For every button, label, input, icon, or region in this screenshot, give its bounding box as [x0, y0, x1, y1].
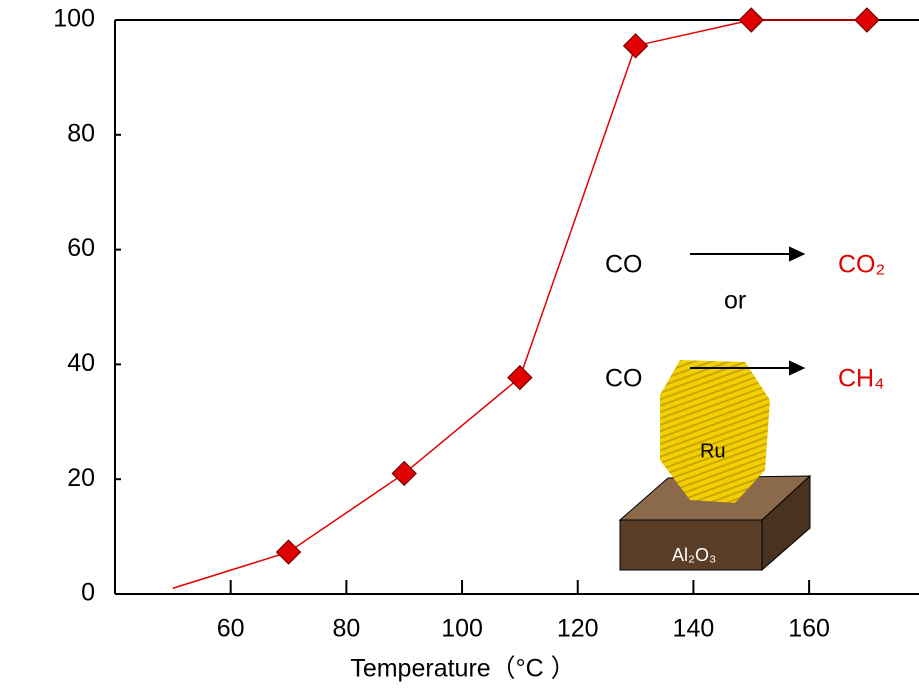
annotation: CO — [605, 251, 643, 279]
y-tick-label: 100 — [53, 5, 95, 33]
data-point — [855, 8, 879, 32]
data-point — [392, 461, 416, 485]
y-tick-label: 60 — [67, 234, 95, 262]
data-point — [508, 366, 532, 390]
data-point — [739, 8, 763, 32]
y-tick-label: 80 — [67, 119, 95, 147]
y-tick-label: 40 — [67, 349, 95, 377]
x-tick-label: 140 — [673, 615, 715, 643]
y-tick-label: 0 — [81, 579, 95, 607]
annotation: Al₂O₃ — [672, 545, 716, 565]
ru-particle — [660, 360, 770, 503]
x-axis-label: Temperature（°C ） — [350, 655, 575, 683]
x-tick-label: 120 — [557, 615, 599, 643]
x-tick-label: 100 — [441, 615, 483, 643]
arrows — [690, 248, 803, 374]
chart: CO CO₂ or CO CH₄ Ru Al₂O₃ Temperature（°C… — [0, 0, 919, 699]
annotation: Ru — [700, 440, 726, 462]
annotation: CH₄ — [838, 365, 884, 393]
annotation: CO₂ — [838, 251, 885, 279]
x-tick-label: 60 — [217, 615, 245, 643]
y-tick-label: 20 — [67, 464, 95, 492]
data-point — [624, 34, 648, 58]
data-point — [277, 540, 301, 564]
x-tick-label: 160 — [788, 615, 830, 643]
annotation: or — [724, 287, 746, 315]
x-tick-label: 80 — [332, 615, 360, 643]
annotation: CO — [605, 365, 643, 393]
